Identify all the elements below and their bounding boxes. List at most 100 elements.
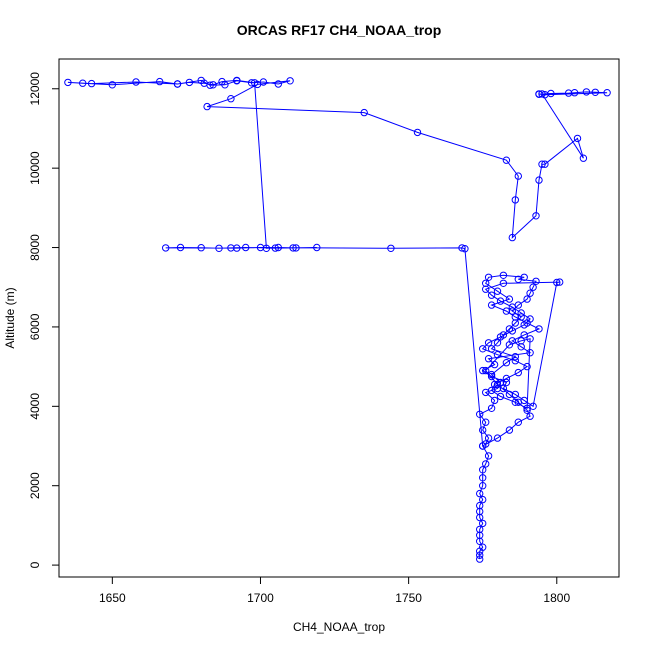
data-point — [108, 81, 117, 89]
data-point — [493, 351, 502, 359]
data-point — [496, 392, 505, 401]
data-point — [511, 398, 519, 406]
data-point — [511, 357, 519, 365]
data-point — [508, 307, 516, 315]
data-point — [476, 507, 484, 516]
data-point — [511, 313, 519, 321]
data-point — [387, 244, 395, 253]
data-point — [514, 398, 522, 406]
data-point — [496, 333, 505, 341]
data-point — [209, 81, 217, 89]
data-point — [502, 359, 511, 367]
data-point — [520, 331, 528, 339]
data-point — [490, 360, 499, 369]
data-point — [197, 76, 205, 85]
data-point — [493, 434, 502, 442]
data-point — [487, 301, 496, 309]
data-point — [529, 283, 537, 291]
data-point — [523, 295, 531, 303]
data-point — [197, 244, 205, 252]
data-point — [511, 196, 519, 204]
data-point — [508, 303, 516, 311]
data-point — [479, 543, 487, 551]
data-point — [517, 337, 525, 345]
x-tick-label: 1650 — [99, 591, 126, 605]
data-point — [360, 108, 368, 117]
data-point — [487, 386, 496, 395]
data-point — [479, 345, 487, 353]
y-axis: 0 2000 4000 6000 8000 10000 12000 — [28, 72, 60, 568]
data-point — [487, 345, 496, 353]
data-point — [493, 380, 502, 389]
data-point — [487, 372, 496, 381]
x-tick-label: 1750 — [395, 591, 422, 605]
data-point — [511, 390, 519, 399]
data-point — [505, 295, 514, 303]
data-point — [502, 374, 511, 383]
data-point — [579, 154, 588, 162]
data-point — [487, 404, 496, 412]
data-point — [185, 78, 194, 87]
data-point — [490, 396, 499, 405]
data-point — [173, 80, 182, 88]
data-point — [493, 287, 502, 295]
data-point — [413, 128, 422, 137]
data-point — [582, 88, 591, 96]
data-point — [313, 243, 321, 252]
data-point — [233, 77, 241, 85]
data-point — [508, 327, 516, 335]
data-point — [253, 80, 262, 89]
data-point — [156, 77, 164, 86]
data-point — [526, 289, 534, 297]
data-point — [526, 412, 534, 420]
data-point — [476, 489, 484, 498]
x-axis: 1650 1700 1750 1800 — [99, 576, 570, 605]
data-point — [64, 78, 72, 87]
data-point — [523, 406, 531, 414]
data-point — [526, 335, 534, 343]
data-point — [479, 482, 487, 490]
data-point — [532, 212, 540, 220]
data-point — [505, 390, 514, 399]
data-point — [215, 244, 223, 253]
data-point — [227, 244, 235, 252]
data-point — [482, 285, 490, 293]
data-point — [286, 77, 294, 85]
data-point — [487, 370, 496, 379]
y-tick-label: 8000 — [28, 234, 42, 261]
data-point — [573, 134, 582, 143]
data-point — [79, 79, 87, 87]
data-point — [484, 452, 493, 460]
data-point — [479, 519, 487, 528]
data-point — [514, 368, 522, 377]
data-point — [461, 245, 469, 253]
data-point — [479, 474, 487, 482]
data-point — [541, 160, 549, 168]
data-point — [532, 277, 540, 285]
y-tick-label: 2000 — [28, 472, 42, 499]
data-point — [479, 366, 487, 375]
data-point — [132, 78, 140, 86]
data-point — [162, 244, 170, 252]
y-tick-label: 10000 — [28, 151, 42, 185]
data-point — [514, 418, 522, 426]
data-point — [523, 362, 531, 371]
data-point — [502, 378, 511, 387]
data-point — [274, 243, 282, 252]
data-point — [274, 80, 282, 88]
data-point — [479, 495, 487, 504]
data-point — [514, 172, 522, 180]
data-point — [242, 243, 250, 252]
x-tick-label: 1800 — [543, 591, 570, 605]
data-point — [538, 160, 546, 168]
data-point — [499, 384, 508, 393]
data-point — [87, 79, 96, 88]
data-point — [556, 278, 564, 286]
x-axis-label: CH4_NOAA_trop — [293, 620, 385, 634]
data-point — [499, 279, 508, 287]
data-point — [221, 81, 229, 89]
plot-frame — [58, 58, 620, 578]
data-point — [553, 278, 561, 287]
x-tick-label: 1700 — [247, 591, 274, 605]
